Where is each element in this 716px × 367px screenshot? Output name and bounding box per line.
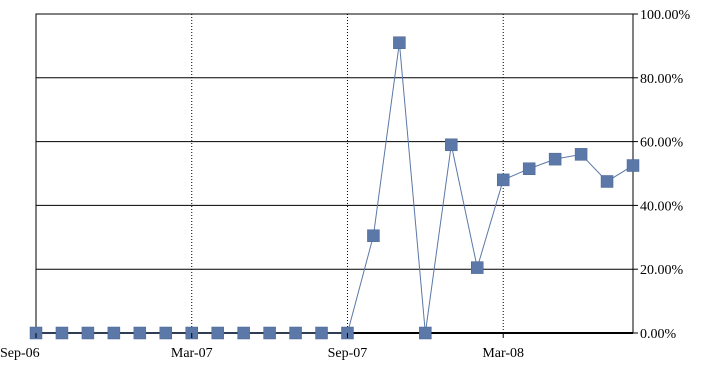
data-point-marker [393, 36, 406, 49]
data-point-marker [81, 326, 95, 340]
x-tick-label: Sep-06 [0, 346, 40, 361]
x-tick-label: Sep-07 [328, 346, 368, 361]
data-point-marker [471, 261, 484, 274]
data-point-marker [107, 326, 121, 340]
gridlines [36, 14, 633, 333]
data-point-marker [289, 326, 302, 340]
data-point-marker [237, 326, 250, 340]
data-point-marker [548, 152, 562, 166]
data-point-marker [574, 148, 588, 161]
y-tick-label: 0.00% [640, 327, 677, 342]
data-point-marker [367, 229, 380, 242]
data-point-marker [419, 326, 432, 340]
data-point-marker [211, 326, 224, 340]
data-point-marker [55, 326, 69, 340]
data-point-marker [263, 326, 276, 340]
x-axis-ticks: Sep-06 Mar-07 Sep-07 Mar-08 [0, 333, 524, 361]
y-tick-label: 60.00% [640, 136, 684, 151]
data-point-marker [445, 138, 458, 152]
data-series [29, 36, 640, 340]
data-point-marker [133, 326, 147, 340]
data-point-marker [159, 326, 173, 340]
data-point-marker [626, 159, 640, 172]
data-point-marker [522, 162, 536, 175]
y-tick-label: 100.00% [640, 8, 691, 23]
series-line [36, 42, 634, 334]
y-tick-label: 20.00% [640, 263, 684, 278]
data-point-marker [496, 173, 510, 187]
data-point-marker [600, 175, 614, 188]
x-tick-label: Mar-07 [171, 346, 213, 361]
y-tick-label: 80.00% [640, 72, 684, 87]
y-axis-ticks: 0.00% 20.00% 40.00% 60.00% 80.00% 100.00% [633, 8, 691, 342]
y-tick-label: 40.00% [640, 199, 684, 214]
data-point-marker [315, 326, 328, 340]
plot-area-frame [35, 13, 634, 334]
x-tick-label: Mar-08 [482, 346, 524, 361]
